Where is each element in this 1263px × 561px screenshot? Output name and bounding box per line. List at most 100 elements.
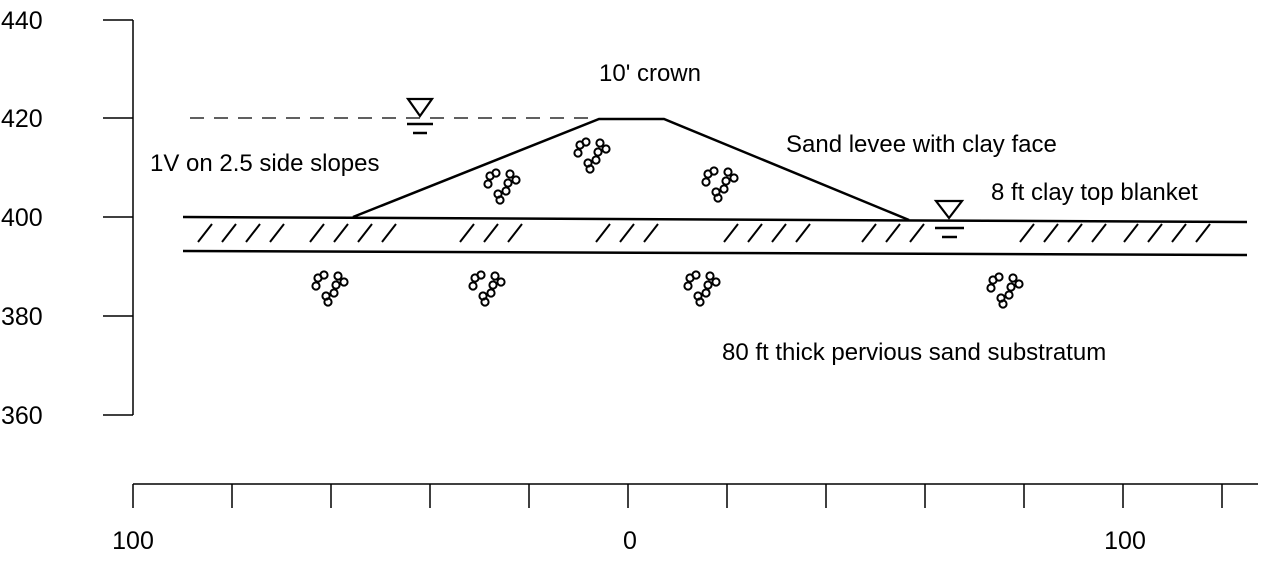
- sand-pebble: [329, 288, 339, 298]
- sand-pebble: [721, 176, 731, 186]
- clay-hatch-mark: [795, 223, 811, 243]
- elevation-label-440: 440: [1, 7, 43, 35]
- ground-surface-line: [182, 215, 1248, 224]
- sand-pebble: [311, 281, 321, 291]
- clay-hatch-mark: [1043, 223, 1059, 243]
- sand-pebble: [683, 281, 693, 291]
- clay-hatch-mark: [1195, 223, 1211, 243]
- sand-pebble: [711, 277, 721, 287]
- sand-pebble: [573, 148, 583, 158]
- substratum-label: 80 ft thick pervious sand substratum: [722, 339, 1106, 366]
- levee-outline: [352, 117, 910, 222]
- sand-pebble: [998, 299, 1008, 309]
- sand-pebble: [729, 173, 739, 183]
- sand-pebble: [468, 281, 478, 291]
- sand-pebble: [709, 166, 719, 176]
- clay-hatch-mark: [507, 223, 523, 243]
- sand-pebble: [483, 179, 493, 189]
- sand-pebble: [319, 270, 329, 280]
- clay-hatch-mark: [619, 223, 635, 243]
- clay-hatch-mark: [1123, 223, 1139, 243]
- sand-pebble: [503, 178, 513, 188]
- sand-pebble: [505, 169, 515, 179]
- clay-hatch-mark: [483, 223, 499, 243]
- distance-label-0: 0: [623, 527, 637, 555]
- clay-hatch-mark: [723, 223, 739, 243]
- sand-pebble: [713, 193, 723, 203]
- sand-pebble: [323, 297, 333, 307]
- levee-label: Sand levee with clay face: [786, 131, 1057, 158]
- sand-pebble: [994, 272, 1004, 282]
- sand-pebble: [476, 270, 486, 280]
- sand-pebble: [703, 280, 713, 290]
- clay-hatch-mark: [333, 223, 349, 243]
- sand-pebble: [1006, 282, 1016, 292]
- clay-hatch-mark: [269, 223, 285, 243]
- sand-pebble: [1014, 279, 1024, 289]
- water-level-triangle-icon: [405, 97, 435, 135]
- sand-pebble: [488, 280, 498, 290]
- sand-pebble: [1004, 290, 1014, 300]
- distance-label-left-100: 100: [112, 527, 154, 555]
- sand-pebble: [701, 177, 711, 187]
- sand-pebble: [601, 144, 611, 154]
- side-slopes-label: 1V on 2.5 side slopes: [150, 150, 380, 177]
- sand-pebble: [585, 164, 595, 174]
- blanket-bottom-line: [182, 249, 1248, 257]
- sand-pebble: [695, 297, 705, 307]
- sand-pebble: [1008, 273, 1018, 283]
- sand-pebble: [491, 168, 501, 178]
- clay-hatch-mark: [357, 223, 373, 243]
- clay-hatch-mark: [1147, 223, 1163, 243]
- sand-pebble-icon: [311, 137, 1024, 309]
- sand-pebble: [591, 155, 601, 165]
- clay-hatch-mark: [1019, 223, 1035, 243]
- clay-hatch-mark: [771, 223, 787, 243]
- sand-pebble: [593, 147, 603, 157]
- distance-label-right-100: 100: [1104, 527, 1146, 555]
- clay-hatch-mark: [909, 223, 925, 243]
- clay-hatch-mark: [595, 223, 611, 243]
- sand-pebble: [331, 280, 341, 290]
- clay-hatch-mark: [643, 223, 659, 243]
- clay-hatch-icon: [197, 223, 1211, 243]
- sand-pebble: [986, 283, 996, 293]
- clay-blanket-label: 8 ft clay top blanket: [991, 179, 1198, 206]
- sand-pebble: [495, 195, 505, 205]
- sand-pebble: [691, 270, 701, 280]
- sand-pebble: [480, 297, 490, 307]
- elevation-label-400: 400: [1, 204, 43, 232]
- clay-hatch-mark: [861, 223, 877, 243]
- sand-pebble: [339, 277, 349, 287]
- sand-pebble: [581, 137, 591, 147]
- clay-hatch-mark: [245, 223, 261, 243]
- crown-label: 10' crown: [599, 60, 701, 87]
- sand-pebble: [496, 277, 506, 287]
- elevation-label-360: 360: [1, 402, 43, 430]
- sand-pebble: [511, 175, 521, 185]
- clay-hatch-mark: [747, 223, 763, 243]
- clay-hatch-mark: [1091, 223, 1107, 243]
- clay-hatch-mark: [197, 223, 213, 243]
- water-level-triangle-icon: [933, 199, 965, 239]
- clay-hatch-mark: [1067, 223, 1083, 243]
- sand-pebble: [595, 138, 605, 148]
- clay-hatch-mark: [1171, 223, 1187, 243]
- sand-pebble: [705, 271, 715, 281]
- sand-pebble: [490, 271, 500, 281]
- sand-pebble: [701, 288, 711, 298]
- clay-hatch-mark: [221, 223, 237, 243]
- elevation-label-380: 380: [1, 303, 43, 331]
- clay-hatch-mark: [885, 223, 901, 243]
- clay-hatch-mark: [459, 223, 475, 243]
- sand-pebble: [333, 271, 343, 281]
- elevation-axis: 440 420 400 380 360: [1, 7, 134, 430]
- sand-pebble: [501, 186, 511, 196]
- clay-hatch-mark: [309, 223, 325, 243]
- sand-pebble: [719, 184, 729, 194]
- sand-pebble: [723, 167, 733, 177]
- sand-pebble: [486, 288, 496, 298]
- clay-hatch-mark: [381, 223, 397, 243]
- distance-axis: 100 0 100: [112, 483, 1258, 555]
